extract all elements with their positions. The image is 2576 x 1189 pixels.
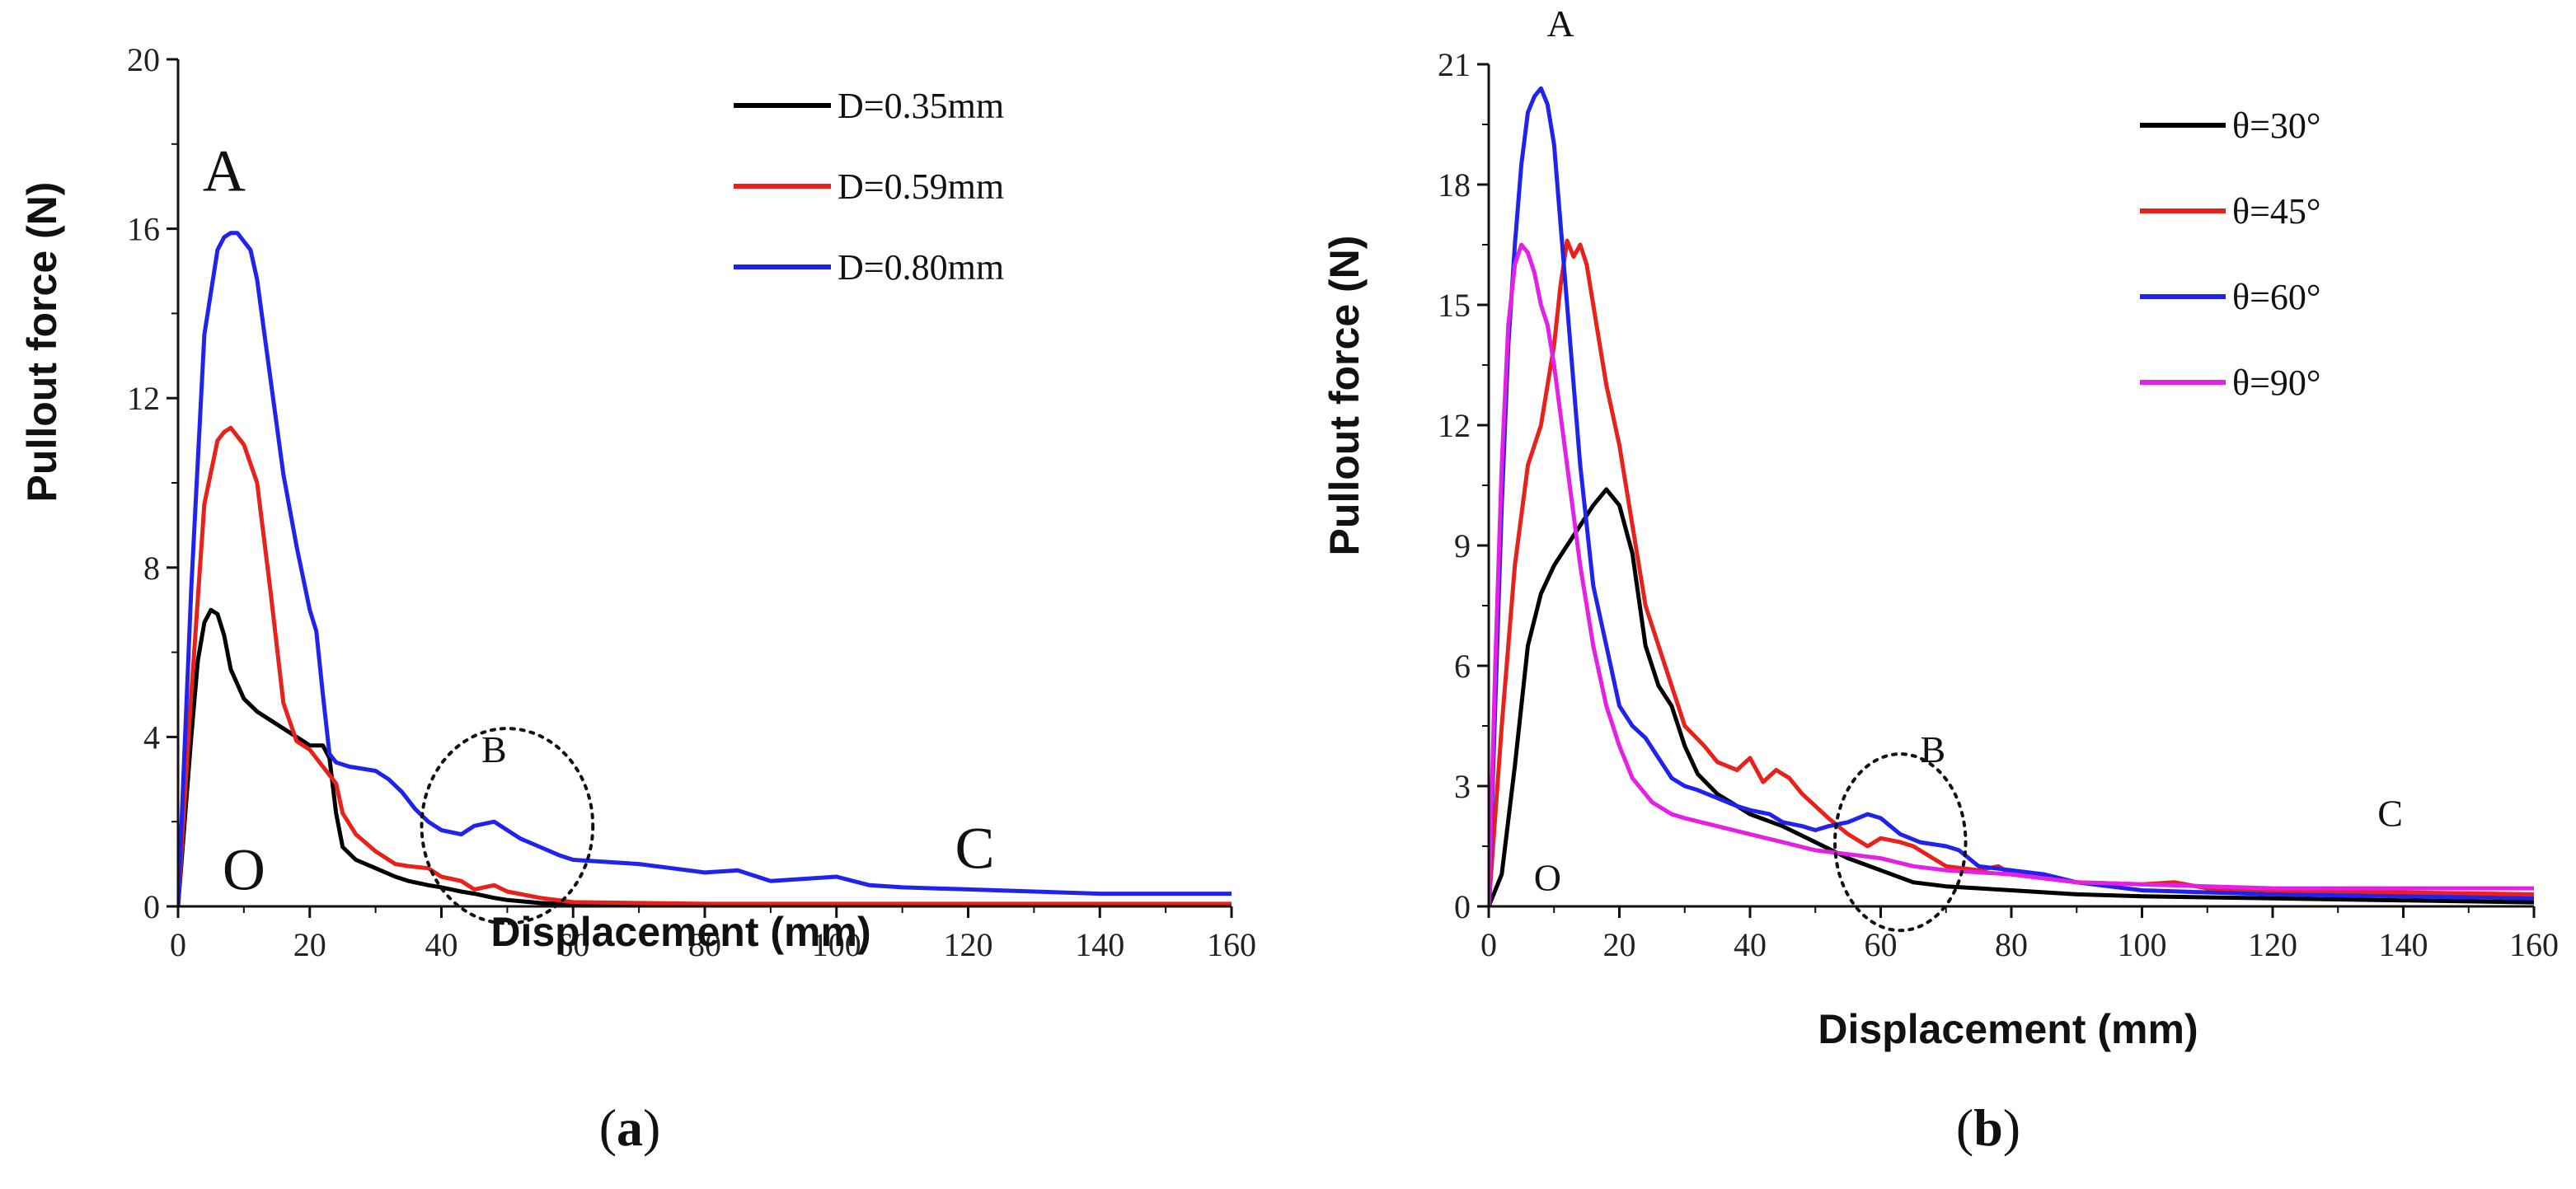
panel-b-annotation-a: A [1547,2,1574,44]
panel-b-y-tick-label: 6 [1454,648,1471,685]
panel-a-legend-label: D=0.35mm [838,86,1004,126]
panel-a-x-tick-label: 120 [944,926,993,963]
panel-b-dotted-ellipse-b [1833,752,1968,933]
panel-a-y-tick-label: 0 [143,888,160,925]
panel-b-y-tick-label: 9 [1454,527,1471,564]
panel-b-legend: θ=30° θ=45° θ=60° θ=90° [2140,105,2321,403]
panel-b-legend-label: θ=30° [2232,105,2321,146]
panel-b-x-axis-label: Displacement (mm) [1818,1006,2198,1052]
panel-a-y-axis-label: Pullout force (N) [19,182,65,503]
panel-a-y-tick-label: 4 [143,719,160,756]
panel-b-series-line-3 [1489,86,2535,906]
panel-a-legend-label: D=0.59mm [838,166,1004,207]
panel-a-x-tick-label: 40 [425,926,458,963]
panel-a-annotation-a: A [203,138,246,204]
panel-b-x-tick-label: 60 [1865,926,1898,963]
panel-a-annotation-o: O [223,836,265,902]
panel-a-plot-area: 0 20 40 60 80 100 120 140 160 0 4 8 12 16 20 A B C O D=0.35… [127,41,1256,963]
panel-a-x-tick-label: 140 [1075,926,1124,963]
panel-a-annotation-c: C [955,816,994,882]
panel-b-annotation-o: O [1534,857,1561,899]
panel-b-annotation-c: C [2377,793,2403,835]
panel-b-x-tick-label: 120 [2248,926,2297,963]
panel-b-x-tick-label: 100 [2118,926,2167,963]
panel-b: 0 20 40 60 80 100 120 140 160 0 3 6 9 12 15 18 21 A B C Oθ=3… [1321,2,2559,1157]
panel-b-x-tick-label: 20 [1603,926,1636,963]
panel-a-x-axis-label: Displacement (mm) [490,909,870,955]
panel-b-annotation-b: B [1921,728,1946,770]
panel-b-legend-label: θ=45° [2232,191,2321,232]
panel-a-y-tick-label: 20 [127,41,160,78]
panel-a-dotted-ellipse-b [420,727,595,925]
panel-a-series-line-1 [178,607,1232,906]
panel-a-series-line-2 [178,425,1232,906]
panel-a-y-tick-label: 12 [127,380,160,417]
panel-b-x-tick-label: 140 [2379,926,2428,963]
panel-a-x-tick-label: 20 [293,926,326,963]
panel-a-y-tick-label: 16 [127,211,160,248]
panel-b-legend-label: θ=90° [2232,363,2321,403]
panel-a-x-tick-label: 60 [556,926,589,963]
panel-a-legend: D=0.35mm D=0.59mm D=0.80mm [734,86,1004,288]
panel-b-caption: (b) [1956,1098,2020,1157]
panel-a-caption: (a) [599,1098,661,1157]
panel-b-y-tick-label: 21 [1438,46,1471,83]
panel-b-series-line-4 [1489,242,2534,906]
panel-b-series-line-1 [1489,487,2535,906]
panel-b-legend-label: θ=60° [2232,277,2321,317]
panel-a-annotation-b: B [481,728,507,770]
panel-b-plot-area: 0 20 40 60 80 100 120 140 160 0 3 6 9 12 15 18 21 A B C Oθ=3… [1438,2,2559,963]
panel-b-x-tick-label: 80 [1995,926,2028,963]
panel-b-y-tick-label: 0 [1454,888,1471,925]
panel-a-x-tick-label: 100 [812,926,861,963]
panel-b-x-tick-label: 40 [1734,926,1767,963]
panel-a-series-line-3 [178,231,1232,906]
panel-b-y-tick-label: 15 [1438,287,1471,324]
panel-b-y-axis-label: Pullout force (N) [1321,236,1368,556]
panel-b-y-tick-label: 3 [1454,768,1471,805]
panel-a-y-tick-label: 8 [143,550,160,587]
panel-a-legend-label: D=0.80mm [838,247,1004,288]
panel-a-x-tick-label: 0 [170,926,186,963]
panel-a: 0 20 40 60 80 100 120 140 160 0 4 8 12 16 20 A B C O D=0.35… [19,41,1256,1157]
panel-b-y-tick-label: 12 [1438,407,1471,444]
panel-b-x-tick-label: 160 [2509,926,2559,963]
panel-a-x-tick-label: 80 [688,926,721,963]
panel-b-y-tick-label: 18 [1438,166,1471,204]
panel-b-x-tick-label: 0 [1480,926,1497,963]
panel-a-x-tick-label: 160 [1207,926,1256,963]
